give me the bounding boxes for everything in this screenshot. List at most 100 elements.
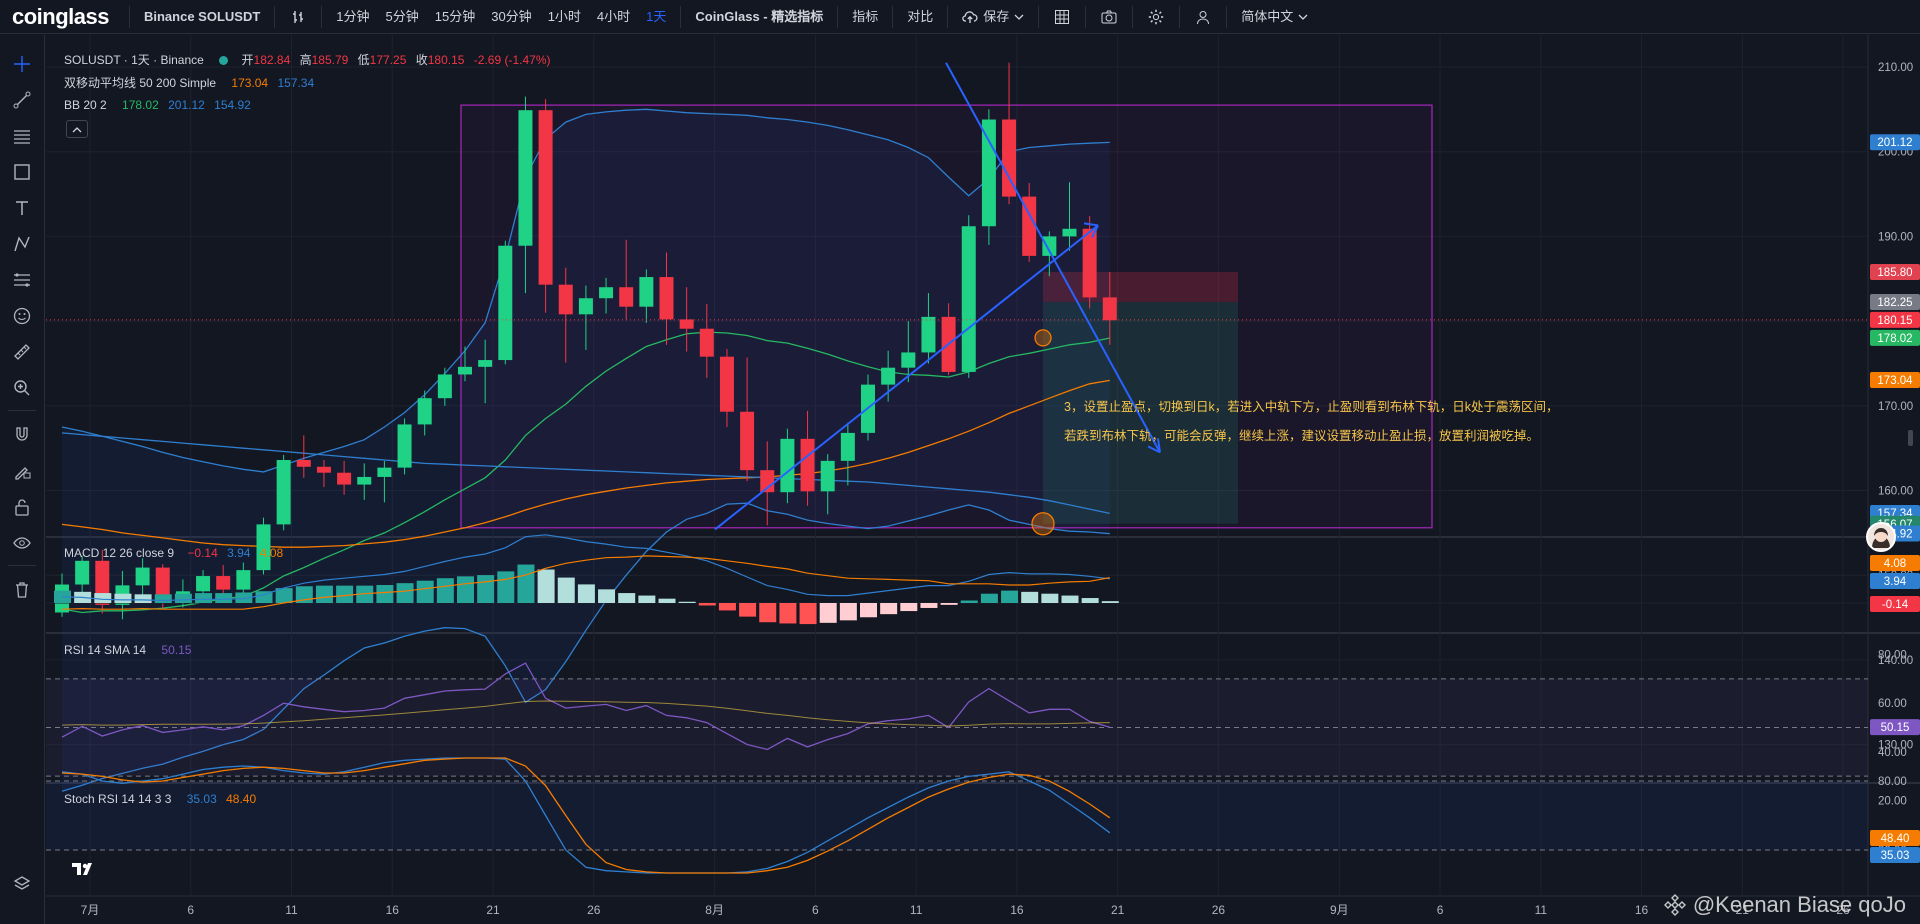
trend-line-icon[interactable] — [8, 86, 36, 114]
horizontal-lines-icon[interactable] — [8, 122, 36, 150]
smiley-icon[interactable] — [8, 302, 36, 330]
macd-legend[interactable]: MACD 12 26 close 9 −0.14 3.94 4.08 — [64, 546, 289, 560]
macd-histogram-bar — [799, 603, 817, 625]
camera-icon[interactable] — [1092, 0, 1126, 34]
price-badge-label: 178.02 — [1877, 333, 1912, 345]
candle-body — [458, 366, 472, 375]
marker-circle — [1034, 329, 1052, 347]
macd-histogram-bar — [356, 585, 374, 603]
rectangle-icon[interactable] — [8, 158, 36, 186]
macd-histogram-bar — [517, 564, 535, 603]
ma-legend[interactable]: 双移动平均线 50 200 Simple 173.04 157.34 — [64, 74, 320, 91]
ma200-line — [61, 432, 1110, 515]
support-trend-line — [714, 224, 1099, 531]
user-icon[interactable] — [1186, 0, 1220, 34]
bb-upper-line — [61, 108, 1110, 473]
indicator-set-button[interactable]: CoinGlass - 精选指标 — [695, 8, 824, 24]
stoch-legend[interactable]: Stoch RSI 14 14 3 3 35.03 48.40 — [64, 792, 262, 806]
interval-1[interactable]: 5分钟 — [385, 8, 419, 24]
macd-badge-label: -0.14 — [1882, 599, 1909, 611]
collapse-legend-button[interactable] — [66, 120, 88, 138]
drawing-toolbar — [0, 35, 45, 924]
candle-body — [1082, 228, 1097, 298]
zoom-in-icon[interactable] — [8, 374, 36, 402]
separator — [680, 5, 682, 28]
indicators-button[interactable]: 指标 — [852, 8, 879, 24]
price-tick-label: 210.00 — [1878, 62, 1913, 74]
time-tick-label: 11 — [1535, 903, 1548, 917]
text-icon[interactable] — [8, 194, 36, 222]
language-label: 简体中文 — [1241, 8, 1294, 24]
macd-histogram-bar — [114, 593, 132, 603]
ma50-value: 173.04 — [231, 76, 269, 90]
bar-style-icon[interactable] — [281, 0, 315, 34]
macd-histogram-bar — [436, 578, 454, 603]
candle-body — [155, 567, 170, 598]
stoch-d-line — [61, 757, 1111, 874]
bb-legend[interactable]: BB 20 2 178.02 201.12 154.92 — [64, 98, 257, 112]
macd-badge-label: 3.94 — [1884, 576, 1907, 588]
interval-4[interactable]: 1小时 — [547, 8, 581, 24]
macd-histogram-bar — [1081, 598, 1099, 603]
time-tick-label: 26 — [1836, 903, 1850, 917]
macd-histogram-bar — [215, 593, 233, 603]
save-button[interactable]: 保存 — [954, 0, 1032, 34]
macd-histogram-bar — [477, 575, 495, 603]
stoch-badge — [1870, 830, 1920, 846]
candle-body — [357, 476, 372, 485]
macd-signal-line — [61, 555, 1110, 610]
tradingview-logo[interactable] — [70, 858, 98, 880]
interval-3[interactable]: 30分钟 — [491, 8, 532, 24]
divider — [8, 565, 36, 566]
interval-2[interactable]: 15分钟 — [434, 8, 476, 24]
annotation-line-2[interactable]: 若跌到布林下轨，可能会反弹，继续上涨，建议设置移动止盈止损，放置利润被吃掉。 — [1064, 429, 1540, 443]
eye-icon[interactable] — [8, 529, 36, 557]
avatar[interactable] — [1866, 522, 1896, 552]
macd-histogram-bar — [275, 588, 293, 603]
price-badge-label: 180.15 — [1877, 315, 1912, 327]
binance-logo-icon — [1663, 894, 1686, 916]
stoch-label: Stoch RSI 14 14 3 3 — [64, 792, 172, 806]
fib-icon[interactable] — [8, 266, 36, 294]
separator — [321, 5, 323, 28]
macd-histogram-bar — [396, 583, 414, 603]
watermark-text: @Keenan Biase qoJo — [1692, 892, 1906, 917]
pattern-icon[interactable] — [8, 230, 36, 258]
macd-histogram-bar — [920, 603, 938, 608]
price-badge-label: 185.80 — [1877, 267, 1912, 279]
marker-circle — [1031, 512, 1055, 536]
lock-icon[interactable] — [8, 493, 36, 521]
rsi-legend[interactable]: RSI 14 SMA 14 50.15 — [64, 643, 197, 657]
interval-group: 1分钟 5分钟 15分钟 30分钟 1小时 4小时 1天 — [328, 0, 674, 34]
language-selector[interactable]: 简体中文 — [1233, 0, 1316, 34]
separator — [947, 5, 949, 28]
stoch-tick-label: 80.00 — [1878, 776, 1907, 788]
macd-label: MACD 12 26 close 9 — [64, 546, 175, 560]
time-tick-label: 21 — [1111, 903, 1125, 917]
price-badge-label: 182.25 — [1877, 297, 1912, 309]
interval-5[interactable]: 4小时 — [596, 8, 631, 24]
ruler-icon[interactable] — [8, 338, 36, 366]
compare-button[interactable]: 对比 — [907, 8, 934, 24]
candle-body — [760, 470, 775, 493]
layout-grid-icon[interactable] — [1045, 0, 1079, 34]
candle-body — [901, 352, 916, 368]
symbol-selector[interactable]: Binance SOLUSDT — [143, 8, 261, 24]
draw-lock-icon[interactable] — [8, 457, 36, 485]
time-tick-label: 9月 — [1330, 903, 1349, 917]
layers-icon[interactable] — [8, 870, 36, 898]
crosshair-icon[interactable] — [8, 50, 36, 78]
coinglass-logo[interactable]: coinglass — [12, 3, 109, 29]
time-tick-label: 16 — [386, 903, 400, 917]
ma200-value: 157.34 — [277, 76, 315, 90]
annotation-line-1[interactable]: 3，设置止盈点，切换到日k，若进入中轨下方，止盈则看到布林下轨，日k处于震荡区间… — [1064, 400, 1559, 414]
interval-6[interactable]: 1天 — [646, 8, 667, 24]
interval-0[interactable]: 1分钟 — [336, 8, 370, 24]
trash-icon[interactable] — [8, 576, 36, 604]
gear-icon[interactable] — [1139, 0, 1173, 34]
status-dot-icon — [219, 56, 229, 66]
candle-body — [558, 284, 573, 315]
magnet-icon[interactable] — [8, 421, 36, 449]
rsi-ma-line — [61, 700, 1110, 727]
